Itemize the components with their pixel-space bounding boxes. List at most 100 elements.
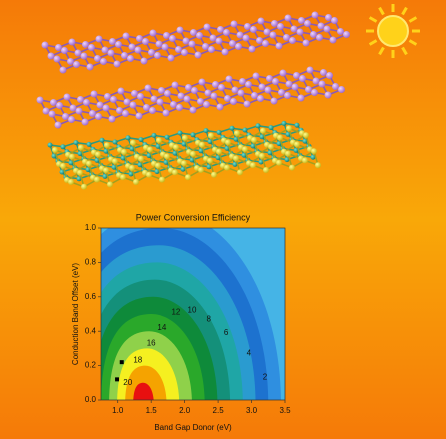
atom <box>138 137 144 143</box>
sun-ray <box>378 6 385 16</box>
atom <box>95 35 103 43</box>
atom <box>324 91 332 99</box>
atom <box>68 160 74 166</box>
atom <box>52 147 58 153</box>
atom <box>242 127 248 133</box>
atom <box>128 43 136 51</box>
atom <box>323 25 331 33</box>
atom <box>245 81 252 88</box>
atom <box>60 144 66 150</box>
atom <box>260 127 266 134</box>
contour-label: 4 <box>247 349 252 358</box>
contour-label: 8 <box>206 314 211 323</box>
atom <box>94 176 100 183</box>
atom <box>289 37 296 44</box>
atom <box>131 90 138 97</box>
contour-label: 18 <box>133 356 142 365</box>
atom <box>167 54 175 62</box>
sun-ray <box>378 46 385 56</box>
atom <box>303 132 309 139</box>
atom <box>63 93 71 101</box>
atom <box>196 32 203 39</box>
sun-ray <box>408 16 418 23</box>
atom <box>255 123 261 129</box>
atom <box>237 89 245 97</box>
atom <box>306 66 314 74</box>
atom <box>151 132 157 138</box>
atom <box>123 98 131 106</box>
atom <box>112 139 118 145</box>
atom <box>83 99 90 106</box>
atom <box>312 77 320 85</box>
atom <box>59 66 67 74</box>
x-axis-label: Band Gap Donor (eV) <box>154 423 232 432</box>
atom <box>121 149 127 155</box>
atom <box>286 125 292 132</box>
atom <box>284 92 291 99</box>
atom <box>198 148 204 154</box>
atom <box>67 58 74 65</box>
atom <box>133 179 139 185</box>
atom <box>293 72 300 79</box>
atom <box>329 36 337 44</box>
atom <box>140 57 148 65</box>
contour-label: 6 <box>224 328 229 337</box>
x-tick-label: 3.5 <box>279 406 291 415</box>
atom <box>262 40 269 47</box>
atom <box>103 148 109 154</box>
atom <box>189 106 197 114</box>
atom <box>127 55 134 62</box>
contour-label: 10 <box>188 306 197 315</box>
atom <box>101 46 109 54</box>
atom <box>53 55 61 63</box>
atom <box>251 137 257 143</box>
molecular-structure <box>36 11 350 190</box>
atom <box>148 49 155 56</box>
contour-label: 2 <box>263 373 268 382</box>
atom <box>217 26 224 33</box>
atom <box>294 122 300 128</box>
y-tick-label: 0.6 <box>85 292 97 301</box>
atom <box>331 17 338 24</box>
atom <box>147 146 153 153</box>
atom <box>69 153 75 160</box>
atom <box>296 28 304 36</box>
atom <box>259 134 265 140</box>
atom <box>60 163 66 169</box>
atom <box>103 167 109 174</box>
atom <box>161 43 169 51</box>
sun-ray <box>408 39 418 46</box>
atom <box>224 164 230 171</box>
atom <box>88 44 95 51</box>
atom <box>225 139 231 146</box>
atom <box>225 75 233 83</box>
atom <box>51 153 57 159</box>
contour-label: 16 <box>147 338 156 347</box>
atom <box>125 135 131 141</box>
y-tick-label: 0.2 <box>85 361 97 370</box>
atom <box>50 99 57 106</box>
atom <box>289 164 295 171</box>
atom <box>326 72 333 79</box>
sun-ray <box>401 46 408 56</box>
chart-title: Power Conversion Efficiency <box>136 212 251 222</box>
atom <box>311 89 318 96</box>
atom <box>109 38 116 45</box>
atom <box>233 155 239 162</box>
atom <box>304 20 311 27</box>
atom <box>164 134 170 140</box>
atom <box>89 110 96 117</box>
atom <box>338 86 345 93</box>
atom <box>268 125 274 131</box>
atom <box>284 157 290 163</box>
atom <box>68 38 76 46</box>
contour-label: 20 <box>123 378 132 387</box>
atom <box>291 83 299 91</box>
atom <box>230 20 238 28</box>
atom <box>99 137 105 143</box>
atom <box>203 128 209 134</box>
atom <box>263 167 269 173</box>
y-tick-label: 0.8 <box>85 258 97 267</box>
atom <box>294 141 300 148</box>
atom <box>310 31 317 38</box>
